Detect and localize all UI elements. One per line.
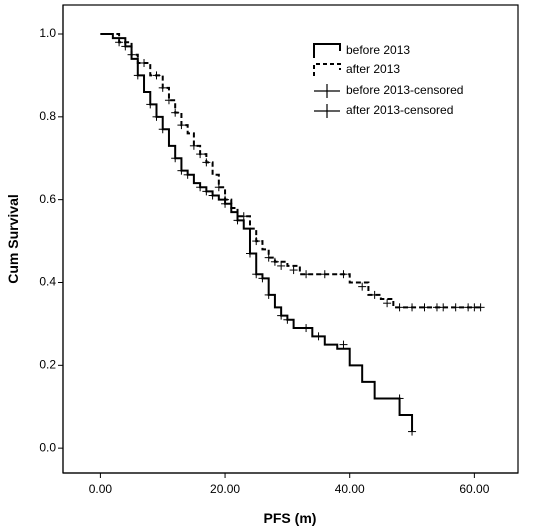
x-tick-label: 40.00 [335, 482, 365, 496]
y-tick-label: 0.8 [39, 109, 56, 123]
legend-swatch-after-2013 [313, 63, 341, 76]
legend-label-before-2013: before 2013 [346, 43, 410, 57]
x-tick-label: 60.00 [459, 482, 489, 496]
y-tick-label: 0.6 [39, 192, 56, 206]
y-tick-label: 0.0 [39, 440, 56, 454]
y-tick-label: 0.2 [39, 357, 56, 371]
series-layer [100, 32, 485, 436]
x-tick-label: 0.00 [89, 482, 113, 496]
legend: before 2013 after 2013 before 2013-censo… [313, 43, 463, 118]
legend-swatch-before-2013 [313, 43, 341, 58]
y-axis-title: Cum Survival [5, 194, 21, 283]
series-line-after-2013 [100, 32, 481, 309]
plot-frame [62, 4, 519, 474]
censor-marks-after-2013 [115, 38, 485, 312]
legend-label-before-2013-censored: before 2013-censored [346, 83, 463, 97]
censor-marks-before-2013 [121, 42, 417, 436]
y-tick-label: 1.0 [39, 26, 56, 40]
y-axis: 0.0 0.2 0.4 0.6 0.8 1.0 Cum Survival [5, 5, 64, 473]
legend-label-after-2013: after 2013 [346, 62, 400, 76]
x-axis-title: PFS (m) [264, 510, 317, 526]
legend-label-after-2013-censored: after 2013-censored [346, 103, 453, 117]
x-axis: 0.00 20.00 40.00 60.00 PFS (m) [63, 472, 518, 526]
x-tick-label: 20.00 [210, 482, 240, 496]
y-tick-label: 0.4 [39, 275, 56, 289]
